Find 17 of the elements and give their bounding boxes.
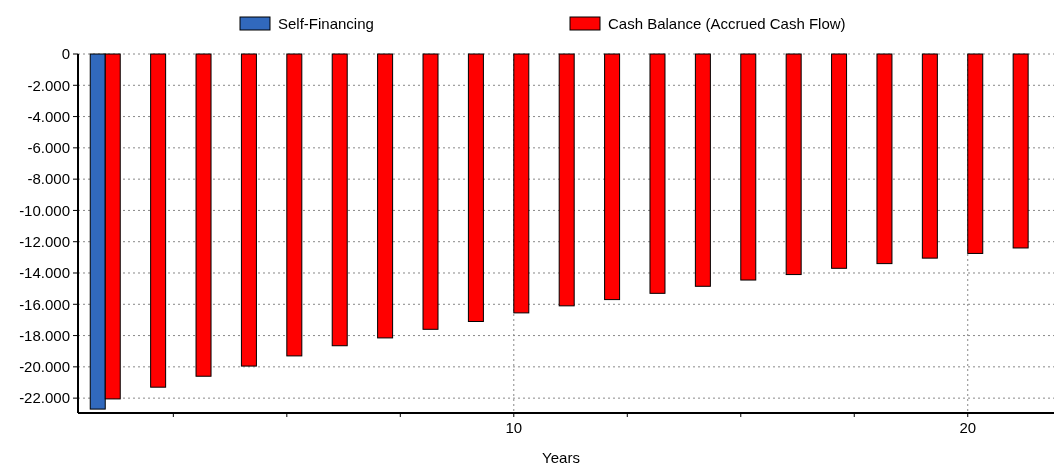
y-tick-label: -18.000 (19, 326, 70, 344)
x-tick-label: 20 (959, 419, 977, 436)
y-tick-label: -2.000 (27, 76, 70, 94)
y-tick-label: -16.000 (19, 295, 70, 313)
y-tick-label: -6.000 (27, 139, 70, 157)
y-tick-label: -12.000 (19, 232, 70, 250)
legend-label: Cash Balance (Accrued Cash Flow) (608, 15, 846, 33)
y-tick-label: -8.000 (27, 170, 70, 188)
x-tick-label: 10 (505, 419, 523, 436)
y-tick-label: -14.000 (19, 264, 70, 282)
y-tick-label: -22.000 (19, 389, 70, 407)
legend-label: Self-Financing (278, 15, 374, 33)
y-tick-label: -10.000 (19, 201, 70, 219)
x-axis-title: Years (542, 449, 580, 466)
y-tick-label: 0 (61, 45, 70, 63)
y-tick-label: -20.000 (19, 358, 70, 376)
y-tick-label: -4.000 (27, 107, 70, 125)
